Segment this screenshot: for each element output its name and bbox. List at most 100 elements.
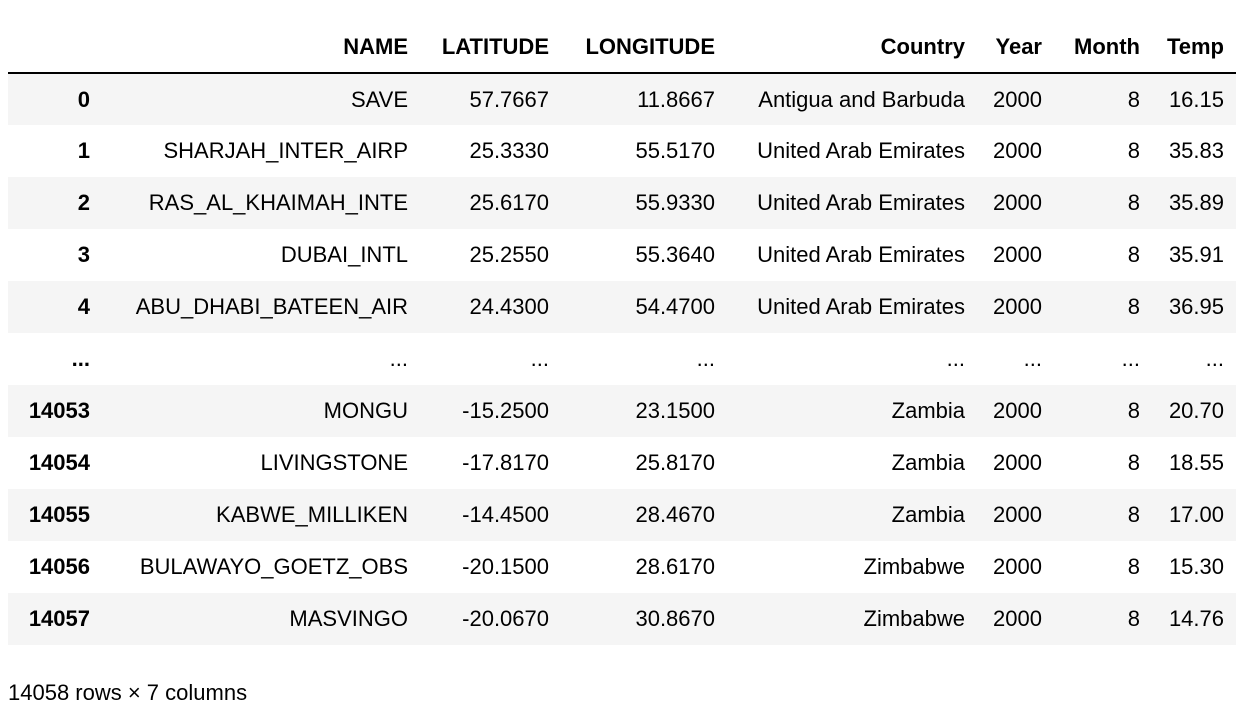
column-header-temp: Temp (1166, 33, 1224, 59)
header-row: NAME LATITUDE LONGITUDE Country Year Mon… (8, 21, 1236, 73)
cell-country: United Arab Emirates (757, 190, 965, 215)
column-header-year: Year (995, 33, 1043, 59)
cell-month: 8 (1127, 502, 1140, 527)
cell-temp: 20.70 (1168, 398, 1224, 423)
column-header-longitude: LONGITUDE (585, 33, 715, 59)
cell-year: 2000 (993, 554, 1042, 579)
table-row: 1 SHARJAH_INTER_AIRP 25.3330 55.5170 Uni… (8, 125, 1236, 177)
cell-year: 2000 (993, 86, 1042, 112)
row-index: 14053 (28, 398, 90, 423)
cell-country: Zimbabwe (863, 606, 965, 631)
cell-country: Zambia (891, 502, 965, 527)
cell-longitude: 30.8670 (635, 606, 715, 631)
cell-latitude: 24.4300 (469, 294, 549, 319)
row-index: 14057 (28, 606, 90, 631)
cell-latitude: ... (530, 346, 549, 371)
cell-name: DUBAI_INTL (280, 242, 408, 267)
cell-year: 2000 (993, 138, 1042, 163)
cell-country: Zimbabwe (863, 554, 965, 579)
table-body: 0 SAVE 57.7667 11.8667 Antigua and Barbu… (8, 73, 1236, 645)
cell-latitude: 57.7667 (469, 86, 549, 112)
cell-temp: 35.89 (1168, 190, 1224, 215)
cell-month: 8 (1127, 294, 1140, 319)
cell-name: MASVINGO (289, 606, 408, 631)
cell-month: 8 (1127, 398, 1140, 423)
cell-name: ... (389, 346, 408, 371)
cell-latitude: -15.2500 (462, 398, 549, 423)
cell-temp: 14.76 (1168, 606, 1224, 631)
cell-longitude: 55.3640 (635, 242, 715, 267)
cell-name: BULAWAYO_GOETZ_OBS (139, 554, 408, 579)
cell-temp: 35.83 (1168, 138, 1224, 163)
table-row: 14057 MASVINGO -20.0670 30.8670 Zimbabwe… (8, 593, 1236, 645)
cell-country: United Arab Emirates (757, 294, 965, 319)
cell-longitude: 54.4700 (635, 294, 715, 319)
cell-temp: ... (1205, 346, 1224, 371)
row-index: 14056 (28, 554, 90, 579)
cell-country: Zambia (891, 398, 965, 423)
cell-month: 8 (1127, 554, 1140, 579)
cell-year: 2000 (993, 606, 1042, 631)
table-header: NAME LATITUDE LONGITUDE Country Year Mon… (8, 21, 1236, 73)
cell-month: ... (1121, 346, 1140, 371)
cell-latitude: -14.4500 (462, 502, 549, 527)
table-row: 14055 KABWE_MILLIKEN -14.4500 28.4670 Za… (8, 489, 1236, 541)
cell-name: ABU_DHABI_BATEEN_AIR (135, 294, 408, 319)
table-row: 3 DUBAI_INTL 25.2550 55.3640 United Arab… (8, 229, 1236, 281)
cell-year: ... (1023, 346, 1042, 371)
cell-name: MONGU (323, 398, 408, 423)
cell-temp: 16.15 (1168, 86, 1224, 112)
cell-latitude: 25.6170 (469, 190, 549, 215)
cell-name: SHARJAH_INTER_AIRP (163, 138, 408, 163)
cell-country: United Arab Emirates (757, 138, 965, 163)
cell-temp: 35.91 (1168, 242, 1224, 267)
cell-name: SAVE (350, 86, 408, 112)
cell-longitude: 55.5170 (635, 138, 715, 163)
cell-latitude: -20.1500 (462, 554, 549, 579)
cell-country: Zambia (891, 450, 965, 475)
cell-country: ... (946, 346, 965, 371)
cell-temp: 17.00 (1168, 502, 1224, 527)
table-row: 14053 MONGU -15.2500 23.1500 Zambia 2000… (8, 385, 1236, 437)
row-index: ... (71, 346, 90, 371)
row-index: 1 (77, 138, 90, 163)
cell-temp: 15.30 (1168, 554, 1224, 579)
cell-year: 2000 (993, 398, 1042, 423)
cell-month: 8 (1127, 138, 1140, 163)
cell-longitude: 28.4670 (635, 502, 715, 527)
table-row-ellipsis: ... ... ... ... ... ... ... ... (8, 333, 1236, 385)
cell-month: 8 (1127, 242, 1140, 267)
row-index: 14054 (28, 450, 90, 475)
cell-longitude: 11.8667 (637, 86, 715, 112)
cell-month: 8 (1127, 450, 1140, 475)
column-header-name: NAME (343, 33, 408, 59)
column-header-latitude: LATITUDE (441, 33, 549, 59)
cell-latitude: -17.8170 (462, 450, 549, 475)
cell-month: 8 (1127, 190, 1140, 215)
row-index: 4 (77, 294, 90, 319)
cell-longitude: 28.6170 (635, 554, 715, 579)
cell-temp: 36.95 (1168, 294, 1224, 319)
row-index: 0 (77, 86, 90, 112)
table-row: 14056 BULAWAYO_GOETZ_OBS -20.1500 28.617… (8, 541, 1236, 593)
cell-country: United Arab Emirates (757, 242, 965, 267)
column-header-country: Country (880, 33, 965, 59)
cell-country: Antigua and Barbuda (758, 86, 965, 112)
table-row: 0 SAVE 57.7667 11.8667 Antigua and Barbu… (8, 73, 1236, 125)
cell-longitude: 55.9330 (635, 190, 715, 215)
cell-year: 2000 (993, 502, 1042, 527)
cell-name: KABWE_MILLIKEN (216, 502, 408, 527)
cell-name: RAS_AL_KHAIMAH_INTE (148, 190, 408, 215)
dataframe-shape-caption: 14058 rows × 7 columns (8, 680, 248, 705)
row-index: 14055 (28, 502, 90, 527)
row-index: 3 (77, 242, 90, 267)
table-row: 2 RAS_AL_KHAIMAH_INTE 25.6170 55.9330 Un… (8, 177, 1236, 229)
cell-latitude: 25.2550 (469, 242, 549, 267)
cell-temp: 18.55 (1168, 450, 1224, 475)
cell-latitude: -20.0670 (462, 606, 549, 631)
cell-year: 2000 (993, 450, 1042, 475)
index-header (8, 21, 102, 73)
cell-latitude: 25.3330 (469, 138, 549, 163)
cell-longitude: ... (696, 346, 715, 371)
